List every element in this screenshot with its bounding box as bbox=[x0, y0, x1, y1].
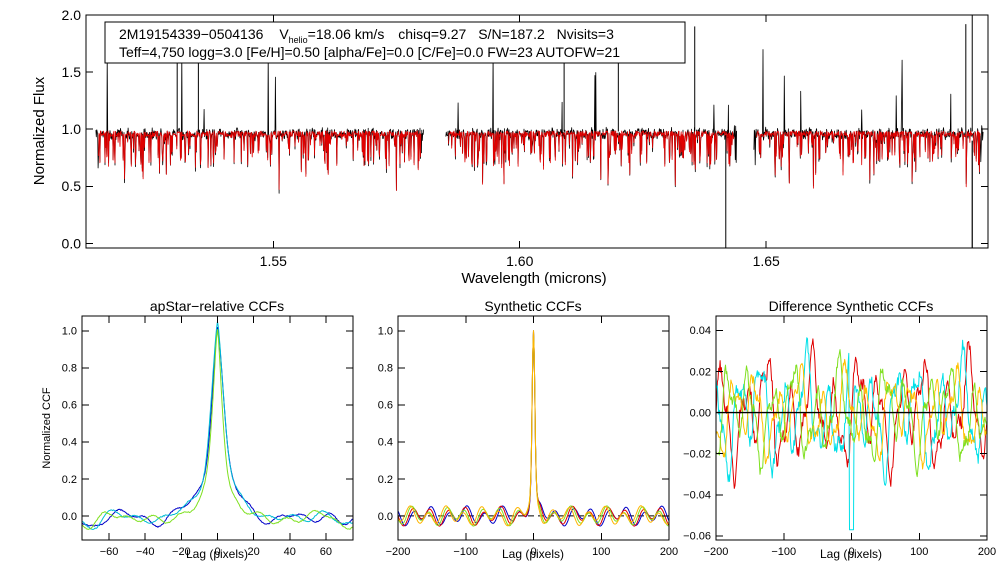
apstar-ccf-x-tick-label: 60 bbox=[320, 546, 332, 558]
difference-ccf-plot-frame bbox=[715, 315, 988, 541]
spectrum-y-tick-label: 0.0 bbox=[62, 235, 82, 251]
synthetic-spectrum-chip-2 bbox=[448, 130, 735, 186]
difference-ccf-y-tick-label: 0.02 bbox=[690, 366, 711, 378]
spectrum-x-tick-label: 1.65 bbox=[753, 253, 780, 269]
difference-ccf-series-2 bbox=[715, 337, 988, 531]
difference-ccf-ticks: −200 −100 0 100 200 −0.06 −0.04 −0.02 0.00 0.02 0.… bbox=[683, 316, 996, 558]
vhelio-subscript: helio bbox=[289, 35, 308, 45]
chisq-value: chisq=9.27 bbox=[398, 26, 466, 42]
apstar-ccf-title: apStar−relative CCFs bbox=[150, 298, 284, 314]
difference-ccf-panel: −200 −100 0 100 200 −0.06 −0.04 −0.02 0.00 0.02 0.… bbox=[683, 298, 996, 561]
vhelio-label: V bbox=[279, 26, 289, 42]
difference-ccf-x-tick-label: 200 bbox=[978, 546, 996, 558]
difference-ccf-x-label: Lag (pixels) bbox=[820, 547, 882, 561]
synthetic-ccf-y-tick-label: 0.4 bbox=[378, 437, 393, 449]
apstar-ccf-ticks: −60 −40 −20 0 20 40 60 0.0 0.2 0.4 0.6 0.8 1.0 bbox=[62, 316, 353, 558]
synthetic-ccf-x-tick-label: 100 bbox=[592, 546, 610, 558]
synthetic-ccf-series-1 bbox=[397, 330, 670, 527]
spectrum-x-tick-label: 1.60 bbox=[506, 253, 533, 269]
apstar-ccf-x-tick-label: −40 bbox=[136, 546, 155, 558]
apstar-ccf-y-label: Normalized CCF bbox=[41, 387, 53, 469]
difference-ccf-series-4 bbox=[715, 349, 988, 478]
annotation-box: 2M19154339−0504136 Vhelio=18.06 km/s chi… bbox=[104, 21, 686, 64]
observed-spectrum-chip-1 bbox=[95, 51, 424, 194]
apstar-ccf-x-tick-label: −20 bbox=[172, 546, 191, 558]
apstar-ccf-y-tick-label: 1.0 bbox=[62, 326, 77, 338]
spectrum-plot-frame bbox=[85, 14, 989, 249]
nvisits-value: Nvisits=3 bbox=[557, 26, 614, 42]
spectrum-lines bbox=[95, 15, 984, 248]
annotation-box-frame bbox=[104, 21, 686, 64]
apstar-ccf-y-tick-label: 0.8 bbox=[62, 363, 77, 375]
synthetic-ccf-y-tick-label: 0.2 bbox=[378, 474, 393, 486]
apstar-ccf-y-tick-label: 0.6 bbox=[62, 400, 77, 412]
difference-ccf-x-tick-label: 100 bbox=[910, 546, 928, 558]
difference-ccf-y-tick-label: −0.04 bbox=[683, 490, 711, 502]
difference-ccf-x-tick-label: −200 bbox=[704, 546, 729, 558]
synthetic-ccf-x-tick-label: 0 bbox=[530, 546, 536, 558]
apstar-ccf-x-tick-label: 20 bbox=[248, 546, 260, 558]
synthetic-ccf-x-tick-label: −200 bbox=[386, 546, 411, 558]
spectrum-y-tick-label: 2.0 bbox=[62, 7, 82, 23]
synthetic-ccf-y-tick-label: 1.0 bbox=[378, 326, 393, 338]
synthetic-ccf-y-tick-label: 0.0 bbox=[378, 511, 393, 523]
difference-ccf-y-tick-label: −0.02 bbox=[683, 449, 711, 461]
apstar-ccf-x-tick-label: 40 bbox=[284, 546, 296, 558]
difference-ccf-series-3 bbox=[715, 358, 988, 470]
synthetic-ccf-series-4 bbox=[397, 330, 670, 527]
synthetic-ccf-plot-frame bbox=[397, 315, 670, 541]
synthetic-ccf-panel: −200 −100 0 100 200 0.0 0.2 0.4 0.6 0.8 1.0 Synthe… bbox=[378, 298, 678, 561]
difference-ccf-y-tick-label: −0.06 bbox=[683, 531, 711, 543]
spectrum-y-tick-label: 1.0 bbox=[62, 121, 82, 137]
apstar-ccf-y-tick-label: 0.0 bbox=[62, 511, 77, 523]
apstar-ccf-x-tick-label: −60 bbox=[100, 546, 119, 558]
spectrum-y-tick-label: 0.5 bbox=[62, 178, 82, 194]
spectrum-panel: 1.55 1.60 1.65 0.0 0.5 1.0 1.5 2.0 2M19154339−0… bbox=[31, 7, 989, 287]
apstar-ccf-lines bbox=[81, 321, 354, 530]
apstar-ccf-x-tick-label: 0 bbox=[214, 546, 220, 558]
vhelio-value: =18.06 km/s bbox=[308, 26, 385, 42]
stellar-parameters: Teff=4,750 logg=3.0 [Fe/H]=0.50 [alpha/F… bbox=[119, 44, 620, 60]
synthetic-ccf-x-tick-label: −100 bbox=[453, 546, 478, 558]
star-id: 2M19154339−0504136 bbox=[119, 26, 264, 42]
apstar-ccf-series-1 bbox=[81, 326, 353, 528]
observed-spectrum-chip-3 bbox=[753, 49, 984, 187]
apstar-ccf-x-label: Lag (pixels) bbox=[186, 547, 248, 561]
synthetic-ccf-title: Synthetic CCFs bbox=[484, 298, 581, 314]
difference-ccf-y-tick-label: 0.04 bbox=[690, 325, 711, 337]
difference-ccf-x-tick-label: 0 bbox=[848, 546, 854, 558]
difference-ccf-y-tick-label: 0.00 bbox=[690, 407, 711, 419]
synthetic-ccf-ticks: −200 −100 0 100 200 0.0 0.2 0.4 0.6 0.8 1.0 bbox=[378, 316, 678, 558]
synthetic-ccf-x-label: Lag (pixels) bbox=[502, 547, 564, 561]
synthetic-spectrum-chip-3 bbox=[756, 130, 981, 189]
spectrum-ticks: 1.55 1.60 1.65 0.0 0.5 1.0 1.5 2.0 bbox=[62, 7, 988, 269]
observed-spectrum-chip-2 bbox=[445, 50, 737, 188]
difference-ccf-lines bbox=[715, 337, 988, 531]
apstar-ccf-series-2 bbox=[81, 321, 354, 530]
synthetic-ccf-y-tick-label: 0.8 bbox=[378, 363, 393, 375]
synthetic-ccf-y-tick-label: 0.6 bbox=[378, 400, 393, 412]
snr-value: S/N=187.2 bbox=[478, 26, 545, 42]
synthetic-ccf-lines bbox=[397, 330, 670, 527]
svg-text:2M19154339−0504136 Vhe: 2M19154339−0504136 Vhelio=18.06 km/s chi… bbox=[119, 26, 614, 45]
spectrum-y-tick-label: 1.5 bbox=[62, 64, 82, 80]
synthetic-spectrum-chip-1 bbox=[98, 130, 422, 191]
apstar-ccf-series-3 bbox=[81, 329, 353, 530]
synthetic-ccf-series-3 bbox=[397, 330, 670, 527]
synthetic-ccf-x-tick-label: 200 bbox=[660, 546, 678, 558]
apstar-ccf-panel: −60 −40 −20 0 20 40 60 0.0 0.2 0.4 0.6 0.8 1.0 apSta… bbox=[41, 298, 354, 561]
apstar-ccf-y-tick-label: 0.4 bbox=[62, 437, 77, 449]
difference-ccf-x-tick-label: −100 bbox=[771, 546, 796, 558]
apstar-ccf-y-tick-label: 0.2 bbox=[62, 474, 77, 486]
difference-ccf-title: Difference Synthetic CCFs bbox=[769, 298, 934, 314]
synthetic-ccf-series-2 bbox=[397, 330, 670, 527]
apstar-ccf-plot-frame bbox=[81, 315, 354, 541]
spectrum-y-label: Normalized Flux bbox=[31, 76, 48, 185]
spectrum-x-label: Wavelength (microns) bbox=[461, 270, 606, 287]
spectrum-x-tick-label: 1.55 bbox=[260, 253, 287, 269]
